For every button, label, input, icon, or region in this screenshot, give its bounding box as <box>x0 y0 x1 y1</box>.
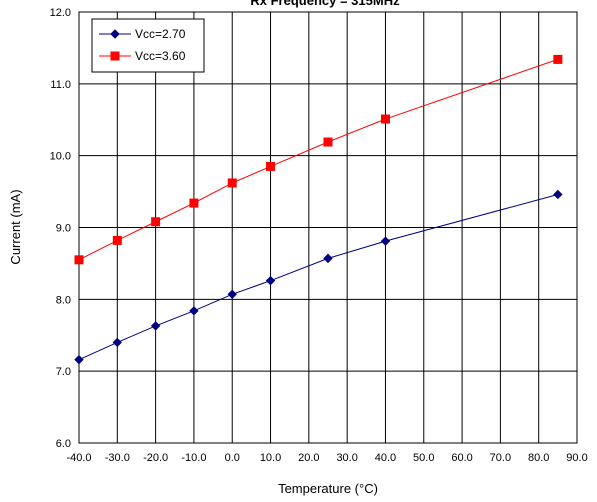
series-1 <box>74 189 563 365</box>
x-axis-label: Temperature (°C) <box>278 481 378 496</box>
legend-box <box>91 18 205 73</box>
y-tick-label: 12.0 <box>50 7 71 19</box>
legend-label: Vcc=3.60 <box>135 49 186 63</box>
x-tick-label: 50.0 <box>413 452 434 464</box>
data-point <box>380 236 391 246</box>
x-axis-ticks: -40.0 -30.0 -20.0 -10.0 0.0 10.0 20.0 30.0 40.0 5… <box>66 452 587 464</box>
data-point <box>553 54 563 64</box>
data-point <box>74 255 84 265</box>
x-tick-label: 90.0 <box>566 452 587 464</box>
data-point <box>112 235 122 245</box>
legend-item-2: Vcc=3.60 <box>99 49 186 63</box>
data-point <box>150 321 161 331</box>
x-tick-label: -10.0 <box>181 452 206 464</box>
legend-item-1: Vcc=2.70 <box>99 27 186 41</box>
data-point <box>227 178 237 188</box>
legend-label: Vcc=2.70 <box>135 27 186 41</box>
y-axis-label: Current (mA) <box>8 189 23 264</box>
y-axis-ticks: 6.0 7.0 8.0 9.0 10.0 11.0 12.0 <box>50 7 71 450</box>
y-tick-label: 9.0 <box>56 223 71 235</box>
y-tick-label: 11.0 <box>50 79 71 91</box>
x-tick-label: -30.0 <box>105 452 130 464</box>
x-tick-label: 70.0 <box>490 452 511 464</box>
y-tick-label: 10.0 <box>50 151 71 163</box>
chart-title: Rx Frequency = 315MHz <box>250 0 400 8</box>
x-tick-label: 40.0 <box>375 452 396 464</box>
data-point <box>266 161 276 171</box>
x-tick-label: 60.0 <box>451 452 472 464</box>
x-tick-label: -40.0 <box>66 452 91 464</box>
data-point <box>112 337 123 348</box>
data-point <box>323 137 333 147</box>
data-point <box>553 189 563 200</box>
data-point <box>227 289 237 300</box>
data-point <box>189 198 199 208</box>
data-point <box>189 306 199 316</box>
x-tick-label: 0.0 <box>225 452 240 464</box>
y-tick-label: 7.0 <box>56 366 71 378</box>
x-tick-label: 20.0 <box>298 452 319 464</box>
legend-marker <box>110 29 120 39</box>
y-tick-label: 8.0 <box>56 294 71 306</box>
x-tick-label: 80.0 <box>528 452 549 464</box>
data-point <box>380 114 390 124</box>
data-point <box>74 354 84 365</box>
x-tick-label: 10.0 <box>260 452 281 464</box>
x-tick-label: -20.0 <box>143 452 168 464</box>
series-layer <box>74 54 563 365</box>
x-tick-label: 30.0 <box>336 452 357 464</box>
series-2 <box>74 54 563 265</box>
grid <box>78 11 578 444</box>
plot-border <box>78 11 578 444</box>
legend-marker <box>110 51 120 61</box>
data-point <box>151 217 161 227</box>
data-point <box>265 275 276 286</box>
legend: Vcc=2.70 Vcc=3.60 <box>91 18 205 73</box>
data-point <box>323 253 333 264</box>
y-tick-label: 6.0 <box>56 438 71 450</box>
